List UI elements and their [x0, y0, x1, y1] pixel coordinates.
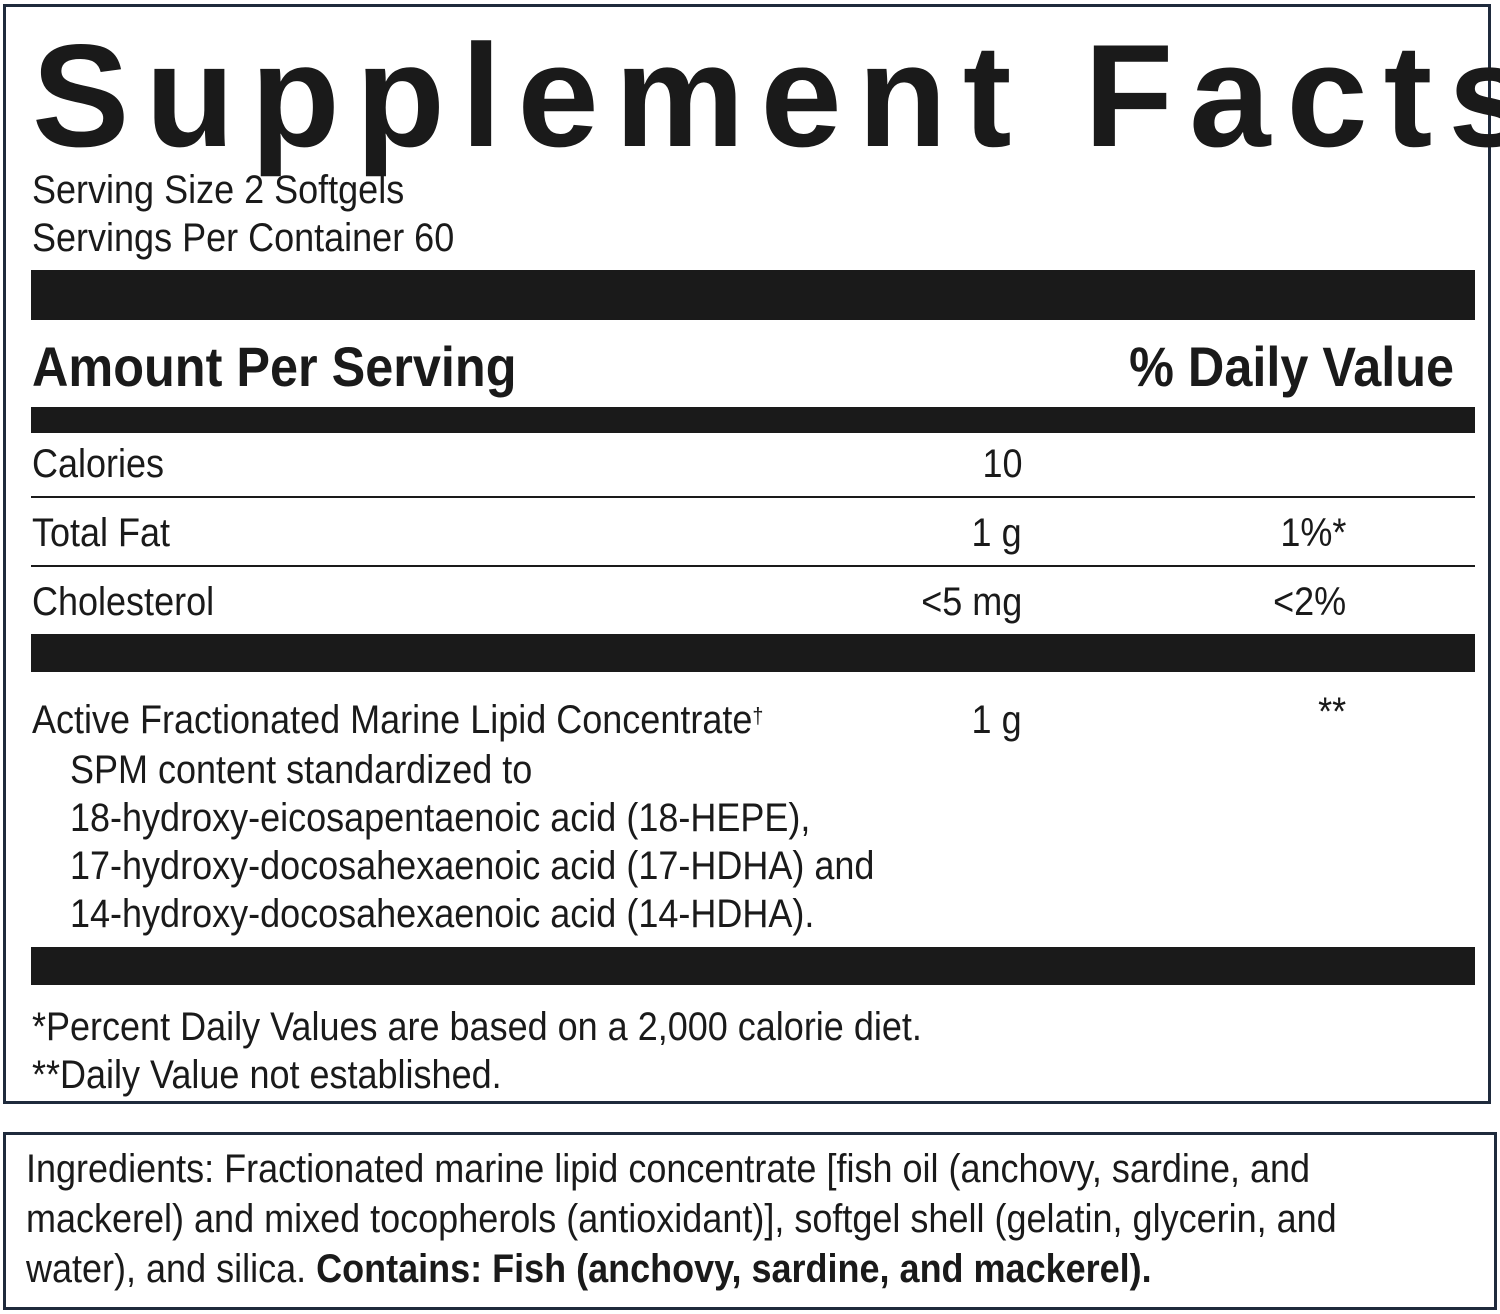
- nutrient-daily-value: <2%: [1272, 580, 1346, 624]
- daily-value-header: % Daily Value: [1129, 335, 1454, 398]
- footnote-daily-values: *Percent Daily Values are based on a 2,0…: [32, 1005, 922, 1049]
- nutrient-amount: <5 mg: [920, 580, 1022, 624]
- thick-divider-middle: [31, 634, 1475, 672]
- ingredients-text: water), and silica. Contains: Fish (anch…: [26, 1245, 1152, 1293]
- nutrient-amount: 10: [981, 442, 1022, 486]
- nutrient-name: Total Fat: [32, 511, 171, 555]
- nutrient-daily-value: 1%*: [1279, 511, 1346, 555]
- allergen-statement: Contains: Fish (anchovy, sardine, and ma…: [316, 1247, 1152, 1291]
- nutrient-name: Calories: [32, 442, 165, 486]
- active-ingredient-detail: 14-hydroxy-docosahexaenoic acid (14-HDHA…: [70, 892, 815, 936]
- ingredients-panel: Ingredients: Fractionated marine lipid c…: [3, 1132, 1497, 1310]
- row-divider: [31, 496, 1475, 498]
- ingredients-text: Ingredients: Fractionated marine lipid c…: [26, 1147, 1311, 1191]
- ingredients-text: mackerel) and mixed tocopherols (antioxi…: [26, 1197, 1337, 1241]
- panel-title: Supplement Facts: [32, 14, 1500, 177]
- active-ingredient-detail: 18-hydroxy-eicosapentaenoic acid (18-HEP…: [70, 796, 811, 840]
- active-ingredient-label: Active Fractionated Marine Lipid Concent…: [32, 698, 753, 742]
- active-ingredient-name: Active Fractionated Marine Lipid Concent…: [32, 697, 763, 743]
- row-divider: [31, 565, 1475, 567]
- nutrient-name: Cholesterol: [32, 580, 215, 624]
- active-ingredient-detail: 17-hydroxy-docosahexaenoic acid (17-HDHA…: [70, 844, 875, 888]
- thick-divider-header: [31, 407, 1475, 433]
- dagger-symbol: †: [752, 703, 764, 728]
- ingredients-text-plain: water), and silica.: [26, 1247, 317, 1291]
- thick-divider-top: [31, 270, 1475, 320]
- servings-per-container: Servings Per Container 60: [32, 216, 455, 260]
- active-ingredient-amount: 1 g: [971, 698, 1022, 742]
- active-ingredient-daily-value: **: [1317, 690, 1346, 734]
- serving-size: Serving Size 2 Softgels: [32, 168, 405, 212]
- thick-divider-bottom: [31, 947, 1475, 985]
- amount-per-serving-header: Amount Per Serving: [32, 335, 517, 398]
- nutrient-amount: 1 g: [971, 511, 1022, 555]
- active-ingredient-detail: SPM content standardized to: [70, 748, 533, 792]
- supplement-facts-panel: Supplement Facts Serving Size 2 Softgels…: [3, 4, 1500, 1104]
- footnote-not-established: **Daily Value not established.: [32, 1053, 502, 1097]
